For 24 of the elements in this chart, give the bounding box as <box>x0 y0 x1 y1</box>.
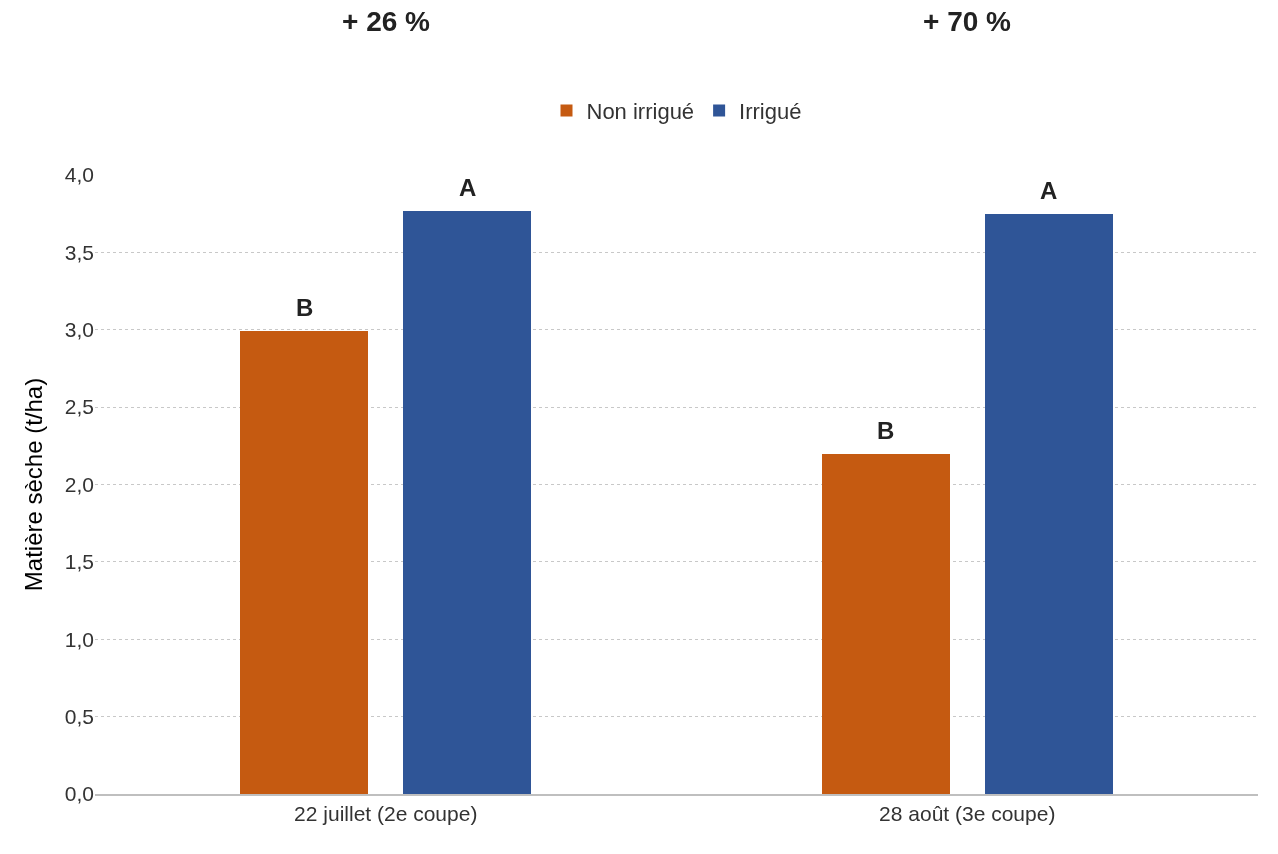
bar <box>822 454 950 794</box>
annotation: B <box>877 417 895 444</box>
text: + 26 % <box>342 6 431 37</box>
y-tick-label: 3,0 <box>64 318 94 342</box>
bar <box>240 331 368 794</box>
y-tick-label: 1,0 <box>64 627 94 651</box>
annotation: A <box>459 174 477 201</box>
bar <box>403 211 531 794</box>
annotation: B <box>296 294 314 321</box>
legend-label: Non irrigué <box>586 99 695 125</box>
y-tick-label: 2,0 <box>64 472 94 496</box>
y-tick-label: 0,5 <box>64 704 94 728</box>
y-tick-label: 4,0 <box>64 163 94 187</box>
y-tick-label: 3,5 <box>64 240 94 264</box>
legend-label: Irrigué <box>739 99 802 125</box>
y-axis-title: Matière sèche (t/ha) <box>19 377 47 592</box>
y-tick-label: 0,0 <box>64 782 94 806</box>
y-tick-label: 1,5 <box>64 550 94 574</box>
x-tick-label: 22 juillet (2e coupe) <box>294 801 478 825</box>
bar <box>985 214 1113 794</box>
annotation: A <box>1040 177 1058 204</box>
x-tick-label: 28 août (3e coupe) <box>879 801 1056 825</box>
text: + 70 % <box>923 6 1012 37</box>
y-tick-label: 2,5 <box>64 395 94 419</box>
